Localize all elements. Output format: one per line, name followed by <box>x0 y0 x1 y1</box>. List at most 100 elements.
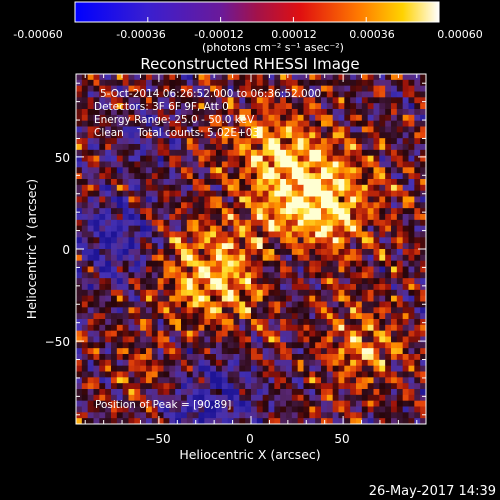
heatmap-cell <box>210 365 217 372</box>
heatmap-cell <box>408 132 415 139</box>
heatmap-cell <box>396 190 404 197</box>
heatmap-cell <box>146 348 153 355</box>
heatmap-cell <box>396 173 404 180</box>
heatmap-cell <box>332 85 339 92</box>
heatmap-cell <box>128 144 135 151</box>
heatmap-cell <box>175 132 182 139</box>
heatmap-cell <box>192 91 199 98</box>
heatmap-cell <box>268 330 275 337</box>
heatmap-cell <box>367 324 374 332</box>
heatmap-cell <box>402 190 409 197</box>
heatmap-cell <box>414 418 421 425</box>
heatmap-cell <box>227 307 234 314</box>
heatmap-cell <box>291 336 299 343</box>
heatmap-cell <box>221 138 229 145</box>
heatmap-cell <box>216 289 223 297</box>
heatmap-cell <box>361 284 369 291</box>
heatmap-cell <box>315 377 322 384</box>
heatmap-cell <box>338 225 345 232</box>
heatmap-cell <box>186 266 194 273</box>
heatmap-cell <box>140 365 147 372</box>
heatmap-cell <box>291 319 299 326</box>
heatmap-cell <box>256 155 264 162</box>
heatmap-cell <box>146 74 153 81</box>
heatmap-cell <box>245 109 252 116</box>
heatmap-cell <box>210 225 217 232</box>
heatmap-cell <box>309 412 316 419</box>
heatmap-cell <box>361 126 369 133</box>
heatmap-cell <box>262 144 269 151</box>
heatmap-cell <box>233 406 240 413</box>
heatmap-cell <box>251 103 258 110</box>
heatmap-cell <box>420 330 427 337</box>
heatmap-cell <box>396 278 404 285</box>
heatmap-cell <box>76 144 83 151</box>
heatmap-cell <box>175 97 182 104</box>
heatmap-cell <box>361 161 369 168</box>
heatmap-cell <box>291 394 299 402</box>
heatmap-cell <box>291 249 299 256</box>
heatmap-cell <box>122 202 129 209</box>
heatmap-cell <box>361 149 369 157</box>
heatmap-cell <box>140 114 147 122</box>
heatmap-cell <box>227 179 234 186</box>
heatmap-cell <box>93 214 100 221</box>
heatmap-cell <box>356 377 363 384</box>
heatmap-cell <box>198 418 205 425</box>
heatmap-cell <box>181 225 188 232</box>
heatmap-cell <box>76 249 83 256</box>
heatmap-cell <box>256 190 264 197</box>
heatmap-cell <box>373 400 380 407</box>
heatmap-cell <box>146 219 153 227</box>
heatmap-cell <box>87 342 94 349</box>
heatmap-cell <box>420 289 427 297</box>
heatmap-cell <box>297 284 304 291</box>
heatmap-cell <box>157 74 164 81</box>
heatmap-cell <box>402 208 409 215</box>
heatmap-cell <box>356 371 363 378</box>
heatmap-cell <box>309 266 316 273</box>
heatmap-cell <box>309 132 316 139</box>
heatmap-cell <box>210 196 217 203</box>
heatmap-cell <box>111 289 118 297</box>
heatmap-cell <box>128 342 135 349</box>
heatmap-cell <box>286 342 293 349</box>
heatmap-cell <box>122 85 129 92</box>
heatmap-cell <box>303 254 310 262</box>
heatmap-cell <box>414 91 421 98</box>
heatmap-cell <box>163 179 170 186</box>
heatmap-cell <box>122 237 129 244</box>
heatmap-cell <box>227 348 234 355</box>
heatmap-cell <box>134 371 141 378</box>
heatmap-cell <box>256 284 264 291</box>
heatmap-cell <box>146 214 153 221</box>
heatmap-cell <box>140 377 147 384</box>
heatmap-cell <box>391 377 398 384</box>
heatmap-cell <box>350 138 357 145</box>
heatmap-cell <box>251 266 258 273</box>
heatmap-cell <box>122 418 129 425</box>
heatmap-cell <box>128 161 135 168</box>
heatmap-cell <box>116 330 124 337</box>
heatmap-cells <box>76 74 427 425</box>
heatmap-cell <box>151 167 159 174</box>
heatmap-cell <box>169 184 176 192</box>
heatmap-cell <box>291 406 299 413</box>
heatmap-cell <box>420 371 427 378</box>
heatmap-cell <box>76 161 83 168</box>
heatmap-cell <box>76 324 83 332</box>
heatmap-cell <box>105 173 112 180</box>
heatmap-cell <box>268 289 275 297</box>
heatmap-cell <box>186 254 194 262</box>
heatmap-cell <box>408 97 415 104</box>
heatmap-cell <box>286 371 293 378</box>
heatmap-cell <box>367 231 374 238</box>
heatmap-cell <box>286 91 293 98</box>
heatmap-cell <box>99 196 106 203</box>
heatmap-cell <box>111 109 118 116</box>
heatmap-cell <box>274 330 281 337</box>
heatmap-cell <box>420 202 427 209</box>
heatmap-cell <box>356 219 363 227</box>
heatmap-cell <box>81 132 89 139</box>
heatmap-cell <box>122 289 129 297</box>
